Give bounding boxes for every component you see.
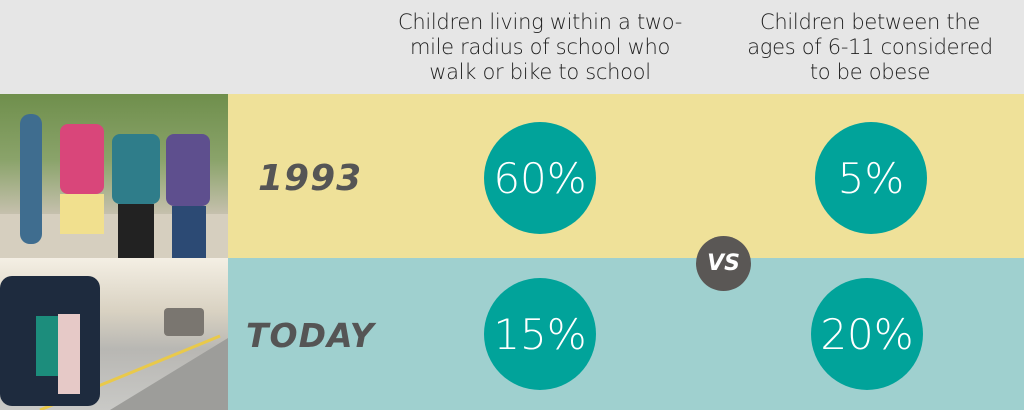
header: Children living within a two-mile radius… — [0, 0, 1024, 94]
column-header-obese: Children between the ages of 6-11 consid… — [747, 10, 993, 84]
stat-today-walk-bike: 15% — [484, 278, 596, 390]
car-dropoff-photo — [0, 258, 228, 410]
stat-1993-obese: 5% — [815, 122, 927, 234]
column-header-walk-bike: Children living within a two-mile radius… — [397, 10, 682, 84]
stat-1993-walk-bike: 60% — [484, 122, 596, 234]
year-label-1993: 1993 — [258, 158, 363, 199]
year-label-today: TODAY — [246, 316, 375, 355]
stat-today-obese: 20% — [811, 278, 923, 390]
children-walking-photo — [0, 94, 228, 258]
vs-badge: VS — [696, 236, 751, 291]
